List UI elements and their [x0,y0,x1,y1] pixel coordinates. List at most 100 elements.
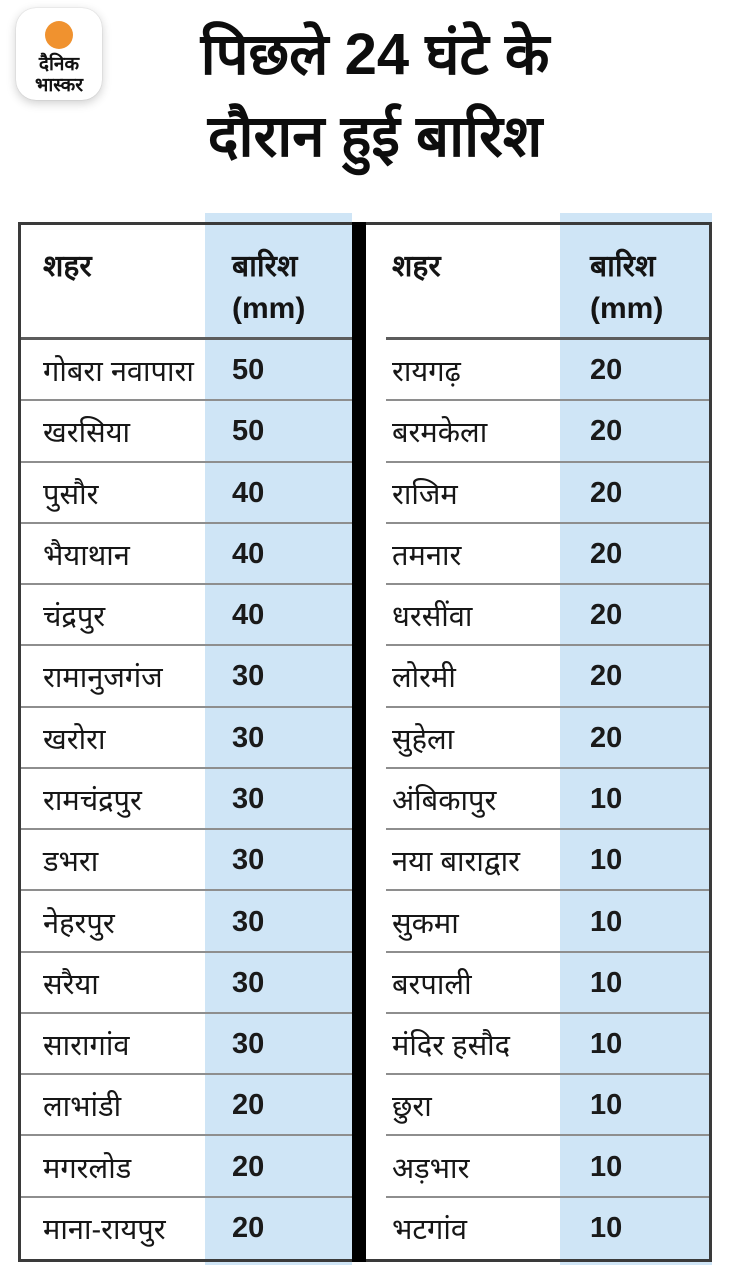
table-row: पुसौर 40 [21,463,352,525]
table-row: माना-रायपुर 20 [21,1198,352,1259]
table-row: रायगढ़ 20 [366,340,709,402]
city-name: पुसौर [43,478,99,511]
rain-value: 50 [232,415,265,448]
rain-value: 30 [232,1028,265,1061]
table-row: सुहेला 20 [366,708,709,770]
rain-value: 40 [232,599,265,632]
city-name: धरसींवा [392,601,473,634]
table-row: छुरा 10 [366,1075,709,1137]
table-body: रायगढ़ 20 बरमकेला 20 राजिम 20 तमनार 20 धरसींवा 20… [366,340,709,1259]
rain-value: 30 [232,660,265,693]
rain-header-unit: (mm) [590,292,664,325]
city-name: बरपाली [392,968,472,1001]
city-name: माना-रायपुर [43,1213,166,1246]
city-name: अड़भार [392,1152,470,1185]
city-name: नया बाराद्वार [392,846,520,879]
table-header-row: शहर बारिश (mm) [366,225,709,340]
city-column-header: शहर [392,250,441,283]
rain-value: 10 [590,1150,623,1183]
city-name: रायगढ़ [392,356,461,389]
table-row: धरसींवा 20 [366,585,709,647]
rain-column-header: बारिश (mm) [205,225,352,340]
city-name: खरोरा [43,723,106,756]
city-name: अंबिकापुर [392,784,497,817]
city-name: खरसिया [43,417,131,450]
rain-value: 20 [590,660,623,693]
rain-value: 30 [232,966,265,999]
rain-value: 30 [232,844,265,877]
table-row: बरमकेला 20 [366,401,709,463]
table-divider [352,222,366,1262]
table-row: सारागांव 30 [21,1014,352,1076]
rain-value: 10 [590,1028,623,1061]
table-row: भैयाथान 40 [21,524,352,586]
rain-header-unit: (mm) [232,292,306,325]
city-name: सरैया [43,968,99,1001]
city-column-header: शहर [43,250,92,283]
rain-value: 10 [590,844,623,877]
city-name: राजिम [392,478,458,511]
title-line-1: पिछले 24 घंटे के [200,22,550,87]
rain-value: 30 [232,782,265,815]
rain-value: 20 [590,599,623,632]
sun-icon [45,21,73,49]
city-name: बरमकेला [392,417,488,450]
rain-value: 20 [232,1211,265,1244]
rain-value: 20 [590,537,623,570]
rain-value: 10 [590,1089,623,1122]
city-name: भैयाथान [43,539,130,572]
table-row: राजिम 20 [366,463,709,525]
table-row: डभरा 30 [21,830,352,892]
table-row: खरोरा 30 [21,708,352,770]
rain-value: 10 [590,966,623,999]
rain-value: 10 [590,905,623,938]
city-name: भटगांव [392,1213,467,1246]
logo-text-line2: भास्कर [34,75,84,96]
rain-value: 50 [232,354,265,387]
rain-value: 20 [232,1089,265,1122]
table-row: सरैया 30 [21,953,352,1015]
city-name: छुरा [392,1091,432,1124]
rain-value: 20 [590,476,623,509]
city-name: मंदिर हसौद [392,1030,511,1063]
table-row: लाभांडी 20 [21,1075,352,1137]
rain-value: 40 [232,537,265,570]
tables-frame: शहर बारिश (mm) गोबरा नवापारा 50 खरसिया 50 पु… [18,222,712,1262]
table-row: लोरमी 20 [366,646,709,708]
rain-value: 30 [232,721,265,754]
rain-value: 20 [590,721,623,754]
table-row: सुकमा 10 [366,891,709,953]
rain-table-right: शहर बारिश (mm) रायगढ़ 20 बरमकेला 20 राजिम 20 त… [366,225,709,1259]
table-row: गोबरा नवापारा 50 [21,340,352,402]
table-body: गोबरा नवापारा 50 खरसिया 50 पुसौर 40 भैयाथान 40 च… [21,340,352,1259]
city-name: रामचंद्रपुर [43,784,142,817]
left-rain-column-highlight [205,213,352,1265]
table-row: नया बाराद्वार 10 [366,830,709,892]
rain-header-label: बारिश [232,250,298,283]
table-row: चंद्रपुर 40 [21,585,352,647]
dainik-bhaskar-logo: दैनिक भास्कर [16,8,102,100]
rain-value: 10 [590,1211,623,1244]
table-row: भटगांव 10 [366,1198,709,1259]
rain-value: 20 [232,1150,265,1183]
table-header-row: शहर बारिश (mm) [21,225,352,340]
city-name: चंद्रपुर [43,601,106,634]
table-row: तमनार 20 [366,524,709,586]
table-row: खरसिया 50 [21,401,352,463]
city-name: नेहरपुर [43,907,115,940]
city-name: सारागांव [43,1030,130,1063]
rain-value: 40 [232,476,265,509]
rain-value: 20 [590,354,623,387]
rain-value: 30 [232,905,265,938]
rain-column-header: बारिश (mm) [557,225,709,340]
rainfall-tables: शहर बारिश (mm) गोबरा नवापारा 50 खरसिया 50 पु… [18,213,712,1265]
table-row: बरपाली 10 [366,953,709,1015]
rain-value: 20 [590,415,623,448]
rain-value: 10 [590,782,623,815]
table-row: नेहरपुर 30 [21,891,352,953]
table-row: मगरलोड 20 [21,1136,352,1198]
city-name: गोबरा नवापारा [43,356,194,389]
table-row: रामचंद्रपुर 30 [21,769,352,831]
rain-table-left: शहर बारिश (mm) गोबरा नवापारा 50 खरसिया 50 पु… [21,225,352,1259]
